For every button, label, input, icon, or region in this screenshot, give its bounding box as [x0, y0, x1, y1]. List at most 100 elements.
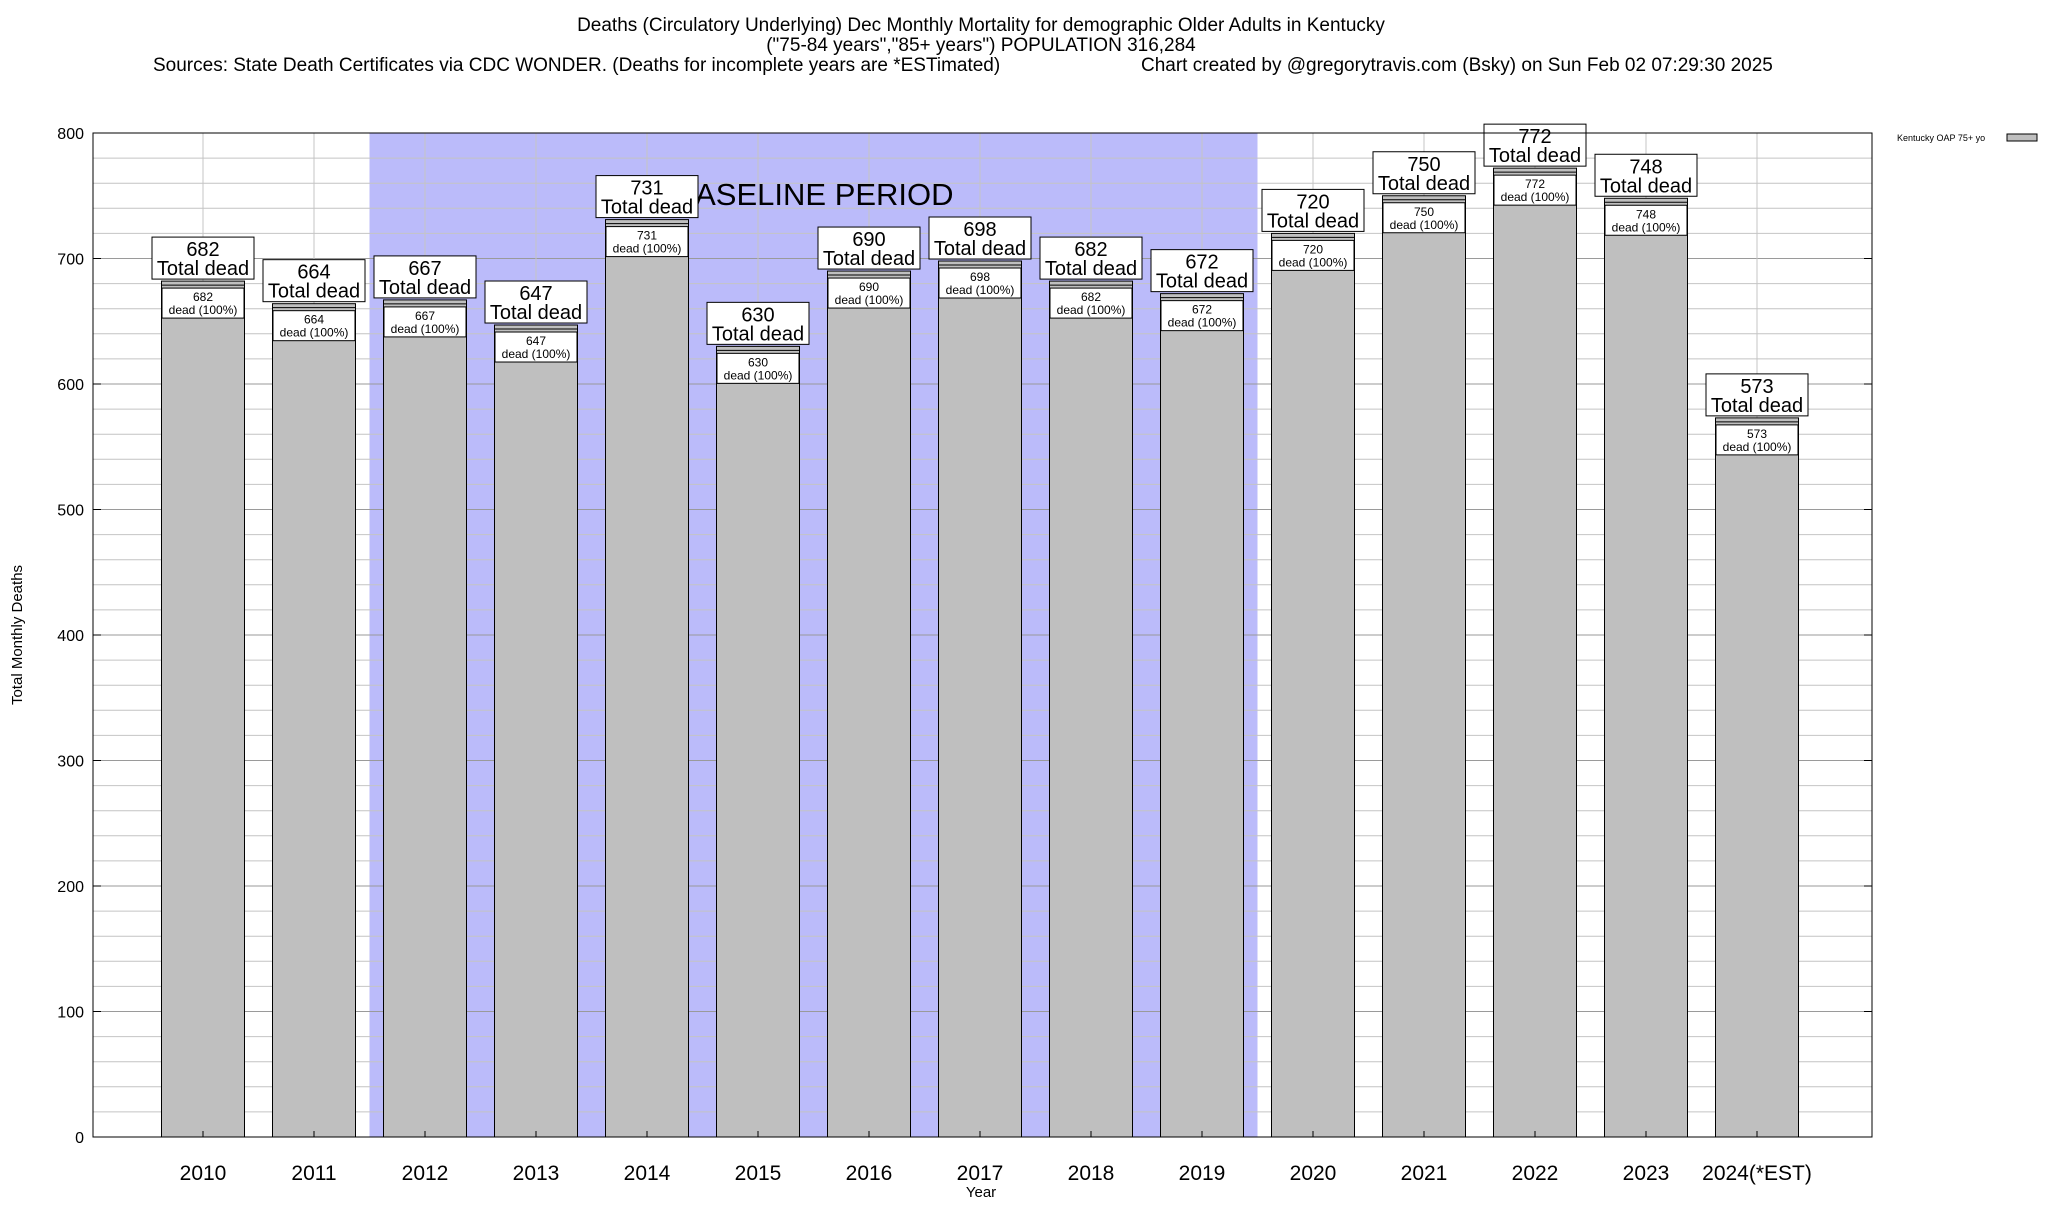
chart-sources: Sources: State Death Certificates via CD…	[153, 55, 1000, 76]
bar-inner-percent-label: dead (100%)	[1390, 218, 1459, 232]
bar-inner-label-box	[716, 352, 800, 384]
bar-total-label-box	[817, 226, 921, 270]
bar-inner-percent-label: dead (100%)	[835, 293, 904, 307]
x-tick-label: 2018	[1068, 1162, 1115, 1185]
y-tick-label: 700	[57, 252, 84, 269]
bar-total-text-label: Total dead	[1267, 210, 1359, 232]
bar	[1049, 280, 1133, 1138]
y-tick-label: 200	[57, 879, 84, 896]
y-tick-label: 600	[57, 377, 84, 394]
legend-swatch	[2006, 133, 2038, 142]
bar-total-text-label: Total dead	[934, 238, 1026, 260]
bar-total-label-box	[1483, 123, 1587, 167]
bar	[1715, 417, 1799, 1138]
bar-inner-label-box	[1049, 287, 1133, 319]
x-tick-label: 2022	[1512, 1162, 1559, 1185]
bar-inner-percent-label: dead (100%)	[169, 303, 238, 317]
x-tick-label: 2020	[1290, 1162, 1337, 1185]
bar-inner-label-box	[1382, 202, 1466, 234]
bar-inner-label-box	[827, 277, 911, 309]
bar-total-value-label: 682	[186, 239, 219, 261]
bar-total-value-label: 647	[519, 283, 552, 305]
bar	[716, 345, 800, 1138]
x-tick-label: 2017	[957, 1162, 1004, 1185]
bar-inner-value-label: 731	[637, 229, 657, 243]
bar-total-text-label: Total dead	[490, 302, 582, 324]
x-tick-label: 2024(*EST)	[1702, 1162, 1812, 1185]
y-tick-label: 500	[57, 503, 84, 520]
legend-label: Kentucky OAP 75+ yo	[1897, 133, 1985, 143]
bar-inner-percent-label: dead (100%)	[946, 283, 1015, 297]
bar-total-label-box	[1594, 153, 1698, 197]
bar-total-value-label: 664	[297, 262, 330, 284]
x-tick-label: 2016	[846, 1162, 893, 1185]
x-axis-label: Year	[966, 1184, 996, 1200]
chart-credit: Chart created by @gregorytravis.com (Bsk…	[1141, 55, 1773, 76]
bar-total-label-box	[1372, 151, 1476, 195]
bar	[827, 270, 911, 1138]
bar-inner-percent-label: dead (100%)	[1057, 303, 1126, 317]
plot-frame	[92, 132, 1873, 1138]
x-tick-label: 2010	[180, 1162, 227, 1185]
y-axis-label: Total Monthly Deaths	[9, 565, 26, 705]
bar-inner-value-label: 647	[526, 334, 546, 348]
bar-inner-percent-label: dead (100%)	[280, 326, 349, 340]
bar	[1493, 167, 1577, 1138]
bar-inner-label-box	[1604, 204, 1688, 236]
bar-total-label-box	[1039, 236, 1143, 280]
x-tick-label: 2023	[1623, 1162, 1670, 1185]
bar-inner-percent-label: dead (100%)	[1168, 316, 1237, 330]
bar-total-value-label: 630	[741, 304, 774, 326]
bar-inner-value-label: 664	[304, 313, 324, 327]
y-tick-label: 800	[57, 126, 84, 143]
y-tick-label: 300	[57, 754, 84, 771]
bar-total-value-label: 667	[408, 258, 441, 280]
bar-total-value-label: 573	[1740, 376, 1773, 398]
bar-total-label-box	[928, 216, 1032, 260]
bar-total-text-label: Total dead	[379, 277, 471, 299]
bar-total-text-label: Total dead	[268, 281, 360, 303]
x-tick-label: 2012	[402, 1162, 449, 1185]
bar-total-text-label: Total dead	[1045, 258, 1137, 280]
bar-inner-value-label: 748	[1636, 207, 1656, 221]
bar-total-value-label: 748	[1629, 156, 1662, 178]
bar-total-text-label: Total dead	[601, 197, 693, 219]
x-tick-label: 2021	[1401, 1162, 1448, 1185]
bar-inner-percent-label: dead (100%)	[391, 322, 460, 336]
bar-inner-value-label: 573	[1747, 427, 1767, 441]
bar	[1160, 293, 1244, 1138]
bar-inner-value-label: 667	[415, 309, 435, 323]
bar	[272, 303, 356, 1138]
bar-total-value-label: 682	[1074, 239, 1107, 261]
bar-inner-percent-label: dead (100%)	[724, 368, 793, 382]
bar-total-text-label: Total dead	[1489, 145, 1581, 167]
chart-title-line-2: ("75-84 years","85+ years") POPULATION 3…	[766, 35, 1196, 56]
x-tick-label: 2014	[624, 1162, 671, 1185]
bar-inner-label-box	[605, 226, 689, 258]
bar-total-label-box	[151, 236, 255, 280]
x-tick-label: 2015	[735, 1162, 782, 1185]
bar-total-label-box	[1705, 373, 1809, 417]
bar-inner-percent-label: dead (100%)	[1279, 255, 1348, 269]
bar-total-label-box	[484, 280, 588, 324]
x-tick-label: 2019	[1179, 1162, 1226, 1185]
bar-inner-value-label: 772	[1525, 177, 1545, 191]
bar-inner-label-box	[161, 287, 245, 319]
bar	[383, 299, 467, 1138]
bar-inner-value-label: 672	[1192, 303, 1212, 317]
bar-total-value-label: 772	[1518, 126, 1551, 148]
bar-total-text-label: Total dead	[1156, 271, 1248, 293]
x-tick-label: 2011	[291, 1162, 336, 1185]
baseline-period-label: BASELINE PERIOD	[674, 177, 953, 212]
bar	[494, 324, 578, 1138]
bar-total-value-label: 698	[963, 219, 996, 241]
bar-inner-value-label: 630	[748, 355, 768, 369]
bar-inner-value-label: 720	[1303, 242, 1323, 256]
bar-total-text-label: Total dead	[712, 323, 804, 345]
bar-inner-label-box	[272, 310, 356, 342]
bar-inner-percent-label: dead (100%)	[502, 347, 571, 361]
x-tick-label: 2013	[513, 1162, 560, 1185]
bar-total-text-label: Total dead	[1711, 395, 1803, 417]
